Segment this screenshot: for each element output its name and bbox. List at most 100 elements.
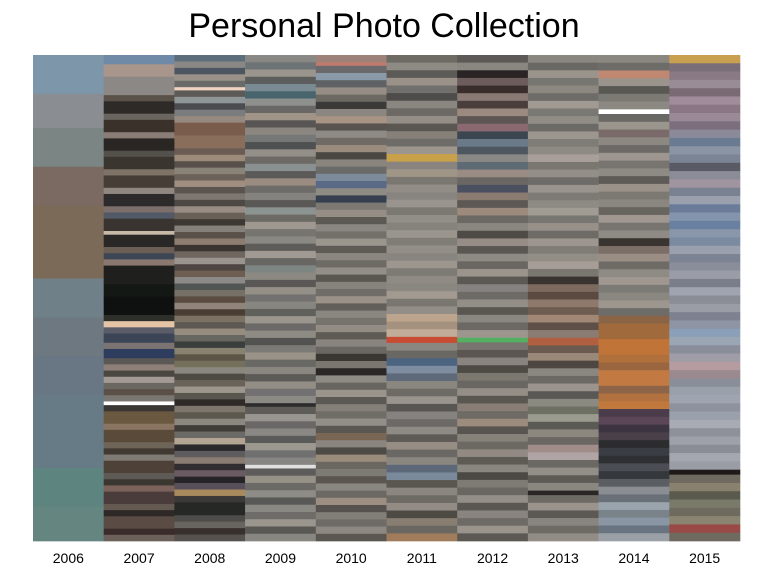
color-stripe xyxy=(386,115,458,124)
color-stripe xyxy=(598,455,670,464)
color-stripe xyxy=(598,176,670,185)
color-stripe xyxy=(174,67,246,75)
color-stripe xyxy=(245,200,317,208)
color-stripe xyxy=(598,432,670,441)
color-stripe xyxy=(669,96,741,106)
color-stripe xyxy=(315,397,387,405)
color-stripe xyxy=(386,321,458,330)
color-stripe xyxy=(598,70,670,79)
color-stripe xyxy=(174,412,246,420)
color-stripe xyxy=(457,479,529,488)
color-stripe xyxy=(598,533,670,542)
color-stripe xyxy=(386,358,458,367)
color-stripe xyxy=(174,193,246,201)
color-stripe xyxy=(669,187,741,197)
color-stripe xyxy=(669,287,741,296)
color-stripe xyxy=(386,245,458,254)
color-stripe xyxy=(669,171,741,180)
color-stripe xyxy=(598,393,670,402)
color-stripe xyxy=(315,94,387,103)
color-stripe xyxy=(669,121,741,130)
color-stripe xyxy=(245,464,317,469)
color-stripe xyxy=(598,362,670,371)
color-stripe xyxy=(315,332,387,340)
color-stripe xyxy=(386,306,458,315)
color-stripe xyxy=(598,339,670,356)
color-stripe xyxy=(457,510,529,519)
color-stripe xyxy=(527,391,599,400)
color-stripe xyxy=(527,337,599,346)
color-stripe xyxy=(174,463,246,471)
color-stripe xyxy=(386,518,458,527)
color-stripe xyxy=(245,475,317,484)
color-stripe xyxy=(598,86,670,95)
color-stripe xyxy=(315,317,387,326)
color-stripe xyxy=(103,389,175,396)
color-stripe xyxy=(103,64,175,77)
color-stripe xyxy=(174,399,246,407)
color-stripe xyxy=(174,315,246,323)
color-stripe xyxy=(669,532,741,542)
color-stripe xyxy=(315,447,387,455)
color-stripe xyxy=(457,518,529,527)
color-stripe xyxy=(315,224,387,232)
color-stripe xyxy=(315,497,387,506)
color-stripe xyxy=(527,77,599,86)
color-stripe xyxy=(386,138,458,147)
color-stripe xyxy=(457,495,529,504)
color-stripe xyxy=(174,238,246,246)
color-stripe xyxy=(386,464,458,473)
color-stripe xyxy=(386,184,458,193)
color-stripe xyxy=(669,104,741,114)
color-stripe xyxy=(245,258,317,266)
color-stripe xyxy=(386,314,458,322)
color-stripe xyxy=(315,382,387,391)
color-stripe xyxy=(386,403,458,412)
color-stripe xyxy=(245,308,317,317)
color-stripe xyxy=(315,260,387,268)
color-stripe xyxy=(386,291,458,300)
color-stripe xyxy=(527,437,599,446)
color-stripe xyxy=(245,113,317,121)
color-stripe xyxy=(669,63,741,72)
color-stripe xyxy=(598,238,670,247)
color-stripe xyxy=(457,365,529,374)
color-stripe xyxy=(245,457,317,466)
color-stripe xyxy=(669,320,741,330)
color-stripe xyxy=(527,268,599,277)
color-stripe xyxy=(669,499,741,509)
color-stripe xyxy=(103,175,175,189)
color-stripe xyxy=(386,214,458,223)
color-stripe xyxy=(669,113,741,122)
color-stripe xyxy=(315,217,387,225)
color-stripe xyxy=(103,321,175,328)
color-stripe xyxy=(315,296,387,304)
color-stripe xyxy=(669,303,741,313)
color-stripe xyxy=(315,440,387,448)
color-stripe xyxy=(315,519,387,527)
color-stripe xyxy=(386,222,458,231)
color-stripe xyxy=(245,482,317,491)
color-stripe xyxy=(527,131,599,140)
color-stripe xyxy=(245,185,317,194)
color-stripe xyxy=(245,504,317,513)
color-stripe xyxy=(315,533,387,542)
color-stripe xyxy=(669,524,741,534)
color-stripe xyxy=(245,421,317,429)
color-stripe xyxy=(174,360,246,368)
color-stripe xyxy=(457,372,529,381)
color-stripe xyxy=(103,231,175,236)
color-stripe xyxy=(103,284,175,297)
color-stripe xyxy=(598,101,670,110)
color-stripe xyxy=(174,232,246,239)
color-stripe xyxy=(174,386,246,394)
color-stripe xyxy=(315,411,387,419)
color-stripe xyxy=(527,460,599,468)
color-stripe xyxy=(103,218,175,232)
color-stripe xyxy=(598,253,670,262)
color-stripe xyxy=(315,389,387,398)
color-stripe xyxy=(174,347,246,355)
color-stripe xyxy=(457,307,529,316)
color-stripe xyxy=(527,414,599,423)
color-stripe xyxy=(103,423,175,431)
